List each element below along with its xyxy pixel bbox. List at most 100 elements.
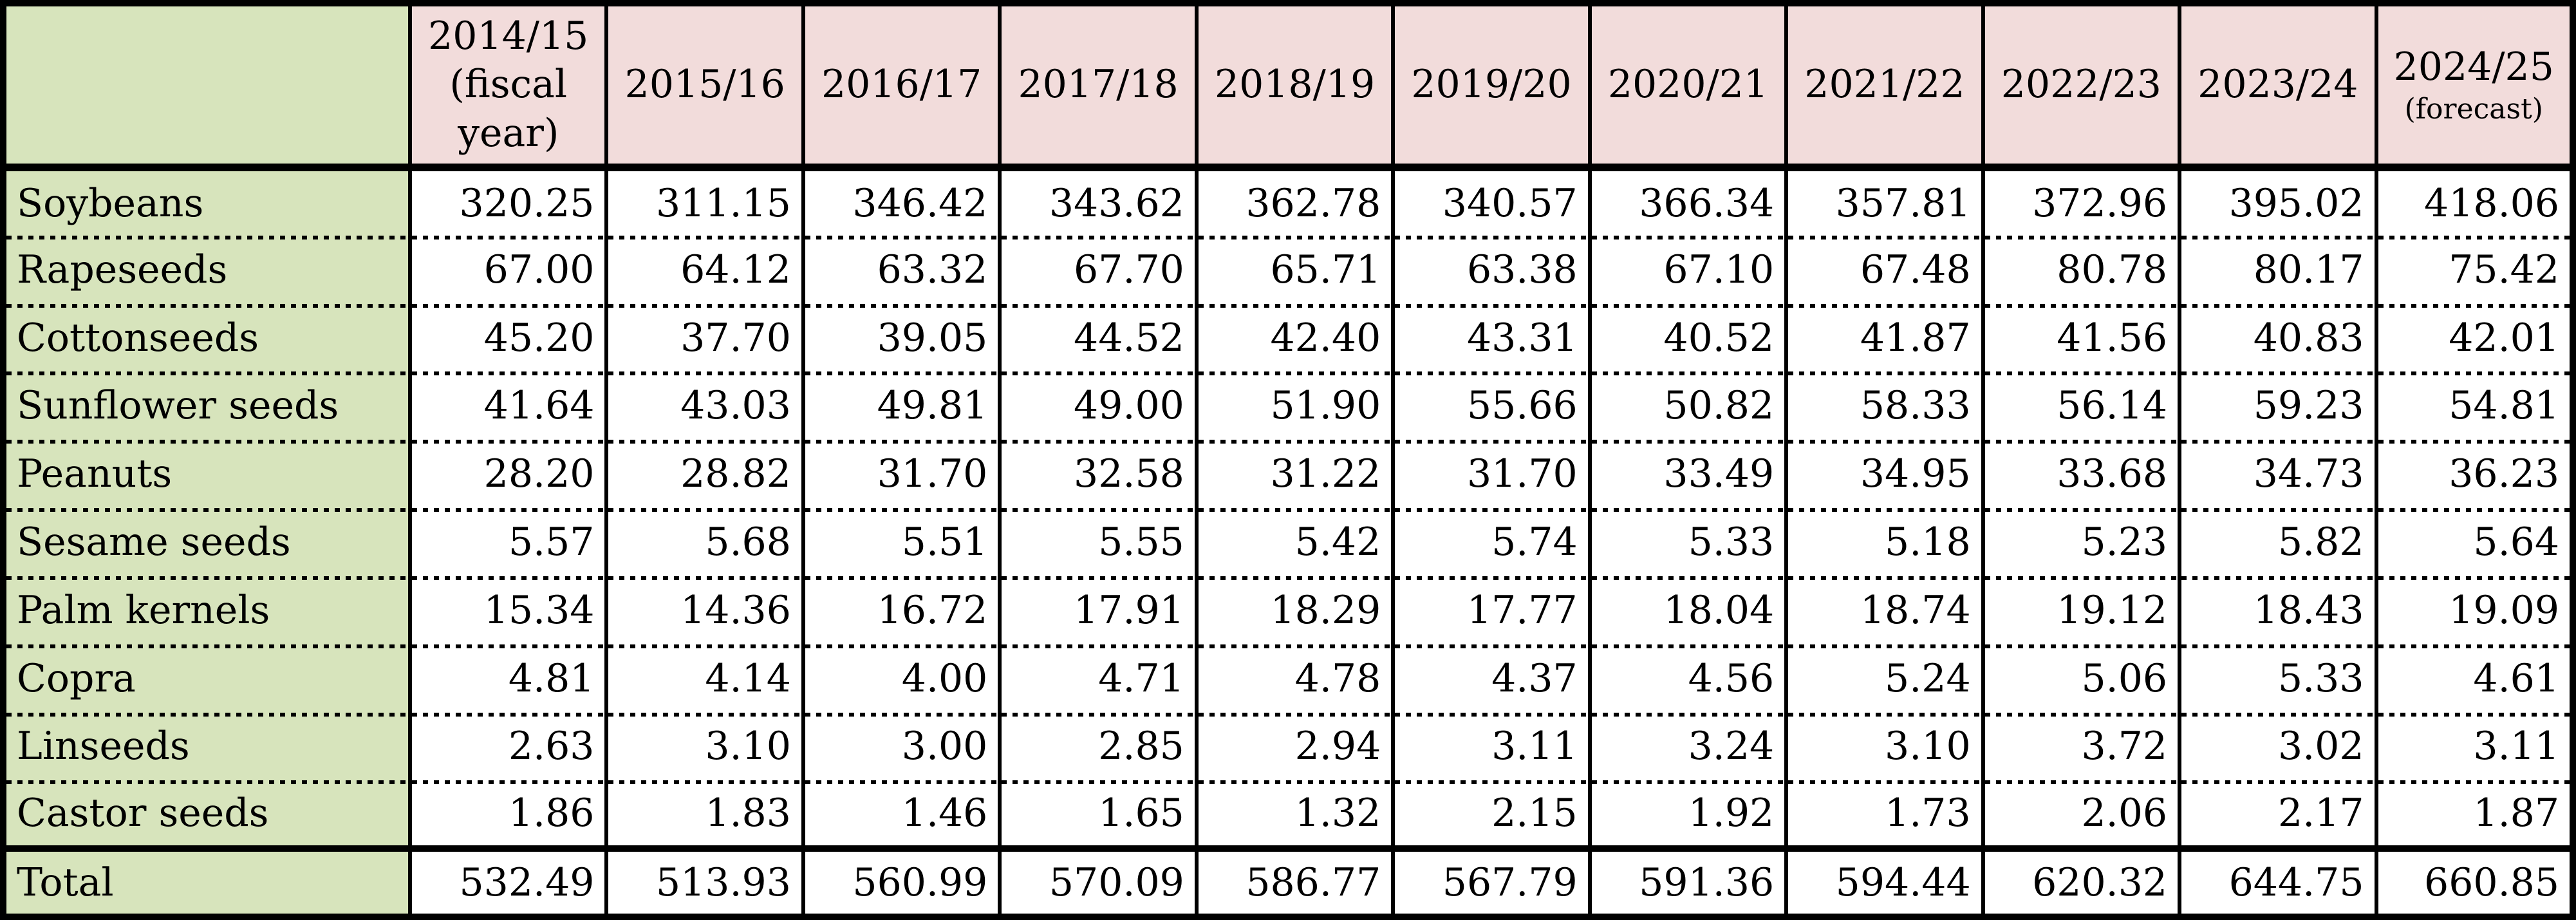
header-cell-2015-16: 2015/16 <box>604 3 803 171</box>
table-header: 2014/15 (fiscal year) 2015/16 2016/17 2017/1… <box>1 3 2573 171</box>
table-row-Soybeans: Soybeans 320.25 311.15 346.42 343.62 362.78 34… <box>1 167 2573 236</box>
value-cell: 55.66 <box>1391 371 1590 440</box>
value-cell: 67.70 <box>998 235 1197 304</box>
value-cell: 16.72 <box>801 576 1000 644</box>
value-cell: 513.93 <box>604 845 803 917</box>
value-cell: 64.12 <box>604 235 803 304</box>
header-cell-2021-22: 2021/22 <box>1784 3 1983 171</box>
table-body: Soybeans 320.25 311.15 346.42 343.62 362.78 34… <box>1 167 2573 917</box>
header-cell-2016-17: 2016/17 <box>801 3 1000 171</box>
value-cell: 4.81 <box>407 644 607 713</box>
row-label-cell: Sunflower seeds <box>1 371 410 440</box>
value-cell: 67.00 <box>407 235 607 304</box>
value-cell: 3.72 <box>1981 712 2180 781</box>
row-label-cell: Copra <box>1 644 410 713</box>
row-label-cell: Castor seeds <box>1 780 410 849</box>
header-row: 2014/15 (fiscal year) 2015/16 2016/17 2017/1… <box>1 3 2573 171</box>
value-cell: 3.10 <box>1784 712 1983 781</box>
value-cell: 346.42 <box>801 167 1000 236</box>
value-cell: 15.34 <box>407 576 607 644</box>
value-cell: 594.44 <box>1784 845 1983 917</box>
value-cell: 2.94 <box>1194 712 1394 781</box>
value-cell: 5.23 <box>1981 508 2180 576</box>
value-cell: 28.82 <box>604 440 803 509</box>
header-year-label: 2017/18 <box>1018 62 1179 108</box>
value-cell: 5.64 <box>2374 508 2573 576</box>
value-cell: 32.58 <box>998 440 1197 509</box>
value-cell: 5.33 <box>2178 644 2376 713</box>
header-cell-2023-24: 2023/24 <box>2178 3 2376 171</box>
value-cell: 320.25 <box>407 167 607 236</box>
row-label-cell: Linseeds <box>1 712 410 781</box>
header-year-label: 2022/23 <box>2001 62 2161 108</box>
value-cell: 1.83 <box>604 780 803 849</box>
value-cell: 18.74 <box>1784 576 1983 644</box>
value-cell: 80.17 <box>2178 235 2376 304</box>
value-cell: 3.24 <box>1587 712 1787 781</box>
value-cell: 3.11 <box>1391 712 1590 781</box>
value-cell: 39.05 <box>801 303 1000 372</box>
table-row-Castor-seeds: Castor seeds 1.86 1.83 1.46 1.65 1.32 2.15 1.92… <box>1 780 2573 849</box>
value-cell: 532.49 <box>407 845 607 917</box>
value-cell: 45.20 <box>407 303 607 372</box>
value-cell: 4.61 <box>2374 644 2573 713</box>
value-cell: 18.43 <box>2178 576 2376 644</box>
value-cell: 340.57 <box>1391 167 1590 236</box>
value-cell: 40.83 <box>2178 303 2376 372</box>
value-cell: 5.33 <box>1587 508 1787 576</box>
value-cell: 63.38 <box>1391 235 1590 304</box>
value-cell: 4.78 <box>1194 644 1394 713</box>
value-cell: 31.70 <box>1391 440 1590 509</box>
value-cell: 5.55 <box>998 508 1197 576</box>
value-cell: 31.70 <box>801 440 1000 509</box>
header-year-label: 2015/16 <box>624 62 785 108</box>
value-cell: 17.91 <box>998 576 1197 644</box>
value-cell: 67.10 <box>1587 235 1787 304</box>
value-cell: 67.48 <box>1784 235 1983 304</box>
value-cell: 56.14 <box>1981 371 2180 440</box>
value-cell: 14.36 <box>604 576 803 644</box>
value-cell: 18.29 <box>1194 576 1394 644</box>
value-cell: 19.12 <box>1981 576 2180 644</box>
value-cell: 357.81 <box>1784 167 1983 236</box>
value-cell: 4.71 <box>998 644 1197 713</box>
header-sub-label: (forecast) <box>2404 93 2543 126</box>
table-row-Peanuts: Peanuts 28.20 28.82 31.70 32.58 31.22 31.70 33.… <box>1 440 2573 509</box>
value-cell: 18.04 <box>1587 576 1787 644</box>
value-cell: 33.68 <box>1981 440 2180 509</box>
row-label-cell: Palm kernels <box>1 576 410 644</box>
row-label-cell: Peanuts <box>1 440 410 509</box>
header-cell-2014-15: 2014/15 (fiscal year) <box>407 3 607 171</box>
value-cell: 3.11 <box>2374 712 2573 781</box>
value-cell: 5.06 <box>1981 644 2180 713</box>
value-cell: 1.32 <box>1194 780 1394 849</box>
value-cell: 3.10 <box>604 712 803 781</box>
value-cell: 2.06 <box>1981 780 2180 849</box>
table-row-Copra: Copra 4.81 4.14 4.00 4.71 4.78 4.37 4.56 5.24 5.0… <box>1 644 2573 713</box>
header-cell-2018-19: 2018/19 <box>1194 3 1394 171</box>
value-cell: 372.96 <box>1981 167 2180 236</box>
value-cell: 42.40 <box>1194 303 1394 372</box>
header-year-label: 2021/22 <box>1804 62 1965 108</box>
value-cell: 644.75 <box>2178 845 2376 917</box>
value-cell: 5.74 <box>1391 508 1590 576</box>
header-cell-2019-20: 2019/20 <box>1391 3 1590 171</box>
value-cell: 1.46 <box>801 780 1000 849</box>
value-cell: 63.32 <box>801 235 1000 304</box>
value-cell: 1.73 <box>1784 780 1983 849</box>
row-label-cell: Cottonseeds <box>1 303 410 372</box>
value-cell: 660.85 <box>2374 845 2573 917</box>
value-cell: 34.95 <box>1784 440 1983 509</box>
table-row-Sesame-seeds: Sesame seeds 5.57 5.68 5.51 5.55 5.42 5.74 5.33… <box>1 508 2573 576</box>
value-cell: 5.51 <box>801 508 1000 576</box>
value-cell: 366.34 <box>1587 167 1787 236</box>
value-cell: 33.49 <box>1587 440 1787 509</box>
header-year-label: 2020/21 <box>1607 62 1769 108</box>
value-cell: 50.82 <box>1587 371 1787 440</box>
value-cell: 41.87 <box>1784 303 1983 372</box>
table-row-Palm-kernels: Palm kernels 15.34 14.36 16.72 17.91 18.29 17.… <box>1 576 2573 644</box>
value-cell: 1.87 <box>2374 780 2573 849</box>
value-cell: 5.82 <box>2178 508 2376 576</box>
value-cell: 567.79 <box>1391 845 1590 917</box>
